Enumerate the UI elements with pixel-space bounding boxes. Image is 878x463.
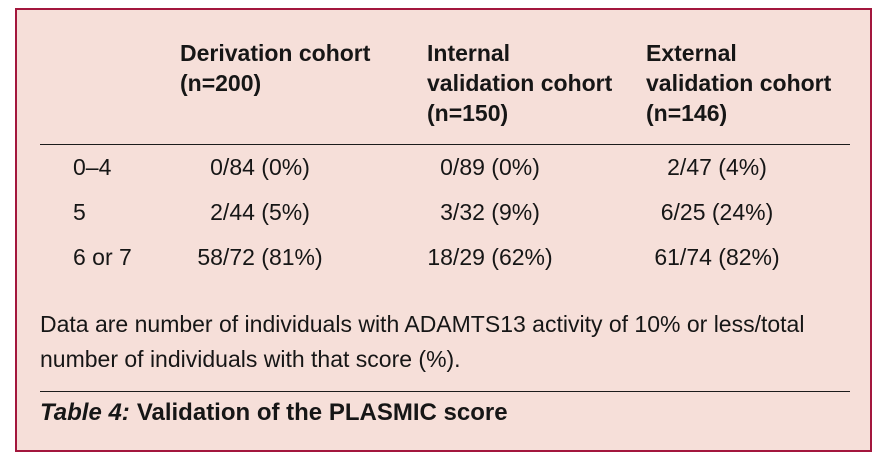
row-label-score-0-4: 0–4 xyxy=(73,154,112,180)
table-content: Derivation cohort (n=200) Internal valid… xyxy=(40,10,850,429)
cell-external-validation: 2/47 (4%) xyxy=(667,154,767,180)
table-caption-number: Table 4: xyxy=(40,399,130,426)
cell-external-validation: 6/25 (24%) xyxy=(660,199,774,225)
cell-derivation: 58/72 (81%) xyxy=(197,244,323,270)
header-line: (n=150) xyxy=(427,100,509,126)
table-row: 5 2/44 (5%) 3/32 (9%) 6/25 (24%) xyxy=(40,190,850,235)
column-header-derivation-cohort: Derivation cohort (n=200) xyxy=(180,38,427,128)
header-line: validation cohort xyxy=(646,70,832,96)
header-line: (n=200) xyxy=(180,70,262,96)
cell-derivation: 0/84 (0%) xyxy=(210,154,310,180)
table-header-row: Derivation cohort (n=200) Internal valid… xyxy=(40,38,850,128)
caption-rule xyxy=(40,391,850,392)
row-label-score-6-or-7: 6 or 7 xyxy=(73,244,132,270)
header-line: External xyxy=(646,40,737,66)
table-row: 0–4 0/84 (0%) 0/89 (0%) 2/47 (4%) xyxy=(40,145,850,190)
column-header-internal-validation-cohort: Internal validation cohort (n=150) xyxy=(427,38,646,128)
table-caption: Table 4: Validation of the PLASMIC score xyxy=(40,397,850,429)
cell-derivation: 2/44 (5%) xyxy=(210,199,310,225)
header-rule xyxy=(40,144,850,145)
cell-internal-validation: 3/32 (9%) xyxy=(440,199,540,225)
row-label-score-5: 5 xyxy=(73,199,86,225)
column-header-external-validation-cohort: External validation cohort (n=146) xyxy=(646,38,850,128)
cell-internal-validation: 0/89 (0%) xyxy=(440,154,540,180)
table-footnote: Data are number of individuals with ADAM… xyxy=(40,311,805,372)
header-line: Internal xyxy=(427,40,511,66)
cell-internal-validation: 18/29 (62%) xyxy=(427,244,553,270)
header-line: (n=146) xyxy=(646,100,728,126)
table-caption-title: Validation of the PLASMIC score xyxy=(136,399,508,426)
column-header-score xyxy=(40,38,180,128)
table-panel: Derivation cohort (n=200) Internal valid… xyxy=(15,8,872,452)
table-row: 6 or 7 58/72 (81%) 18/29 (62%) 61/74 (82… xyxy=(40,235,850,280)
cell-external-validation: 61/74 (82%) xyxy=(654,244,780,270)
header-line: validation cohort xyxy=(427,70,613,96)
header-line: Derivation cohort xyxy=(180,40,371,66)
table-body: 0–4 0/84 (0%) 0/89 (0%) 2/47 (4%) 5 2/44… xyxy=(40,145,850,280)
